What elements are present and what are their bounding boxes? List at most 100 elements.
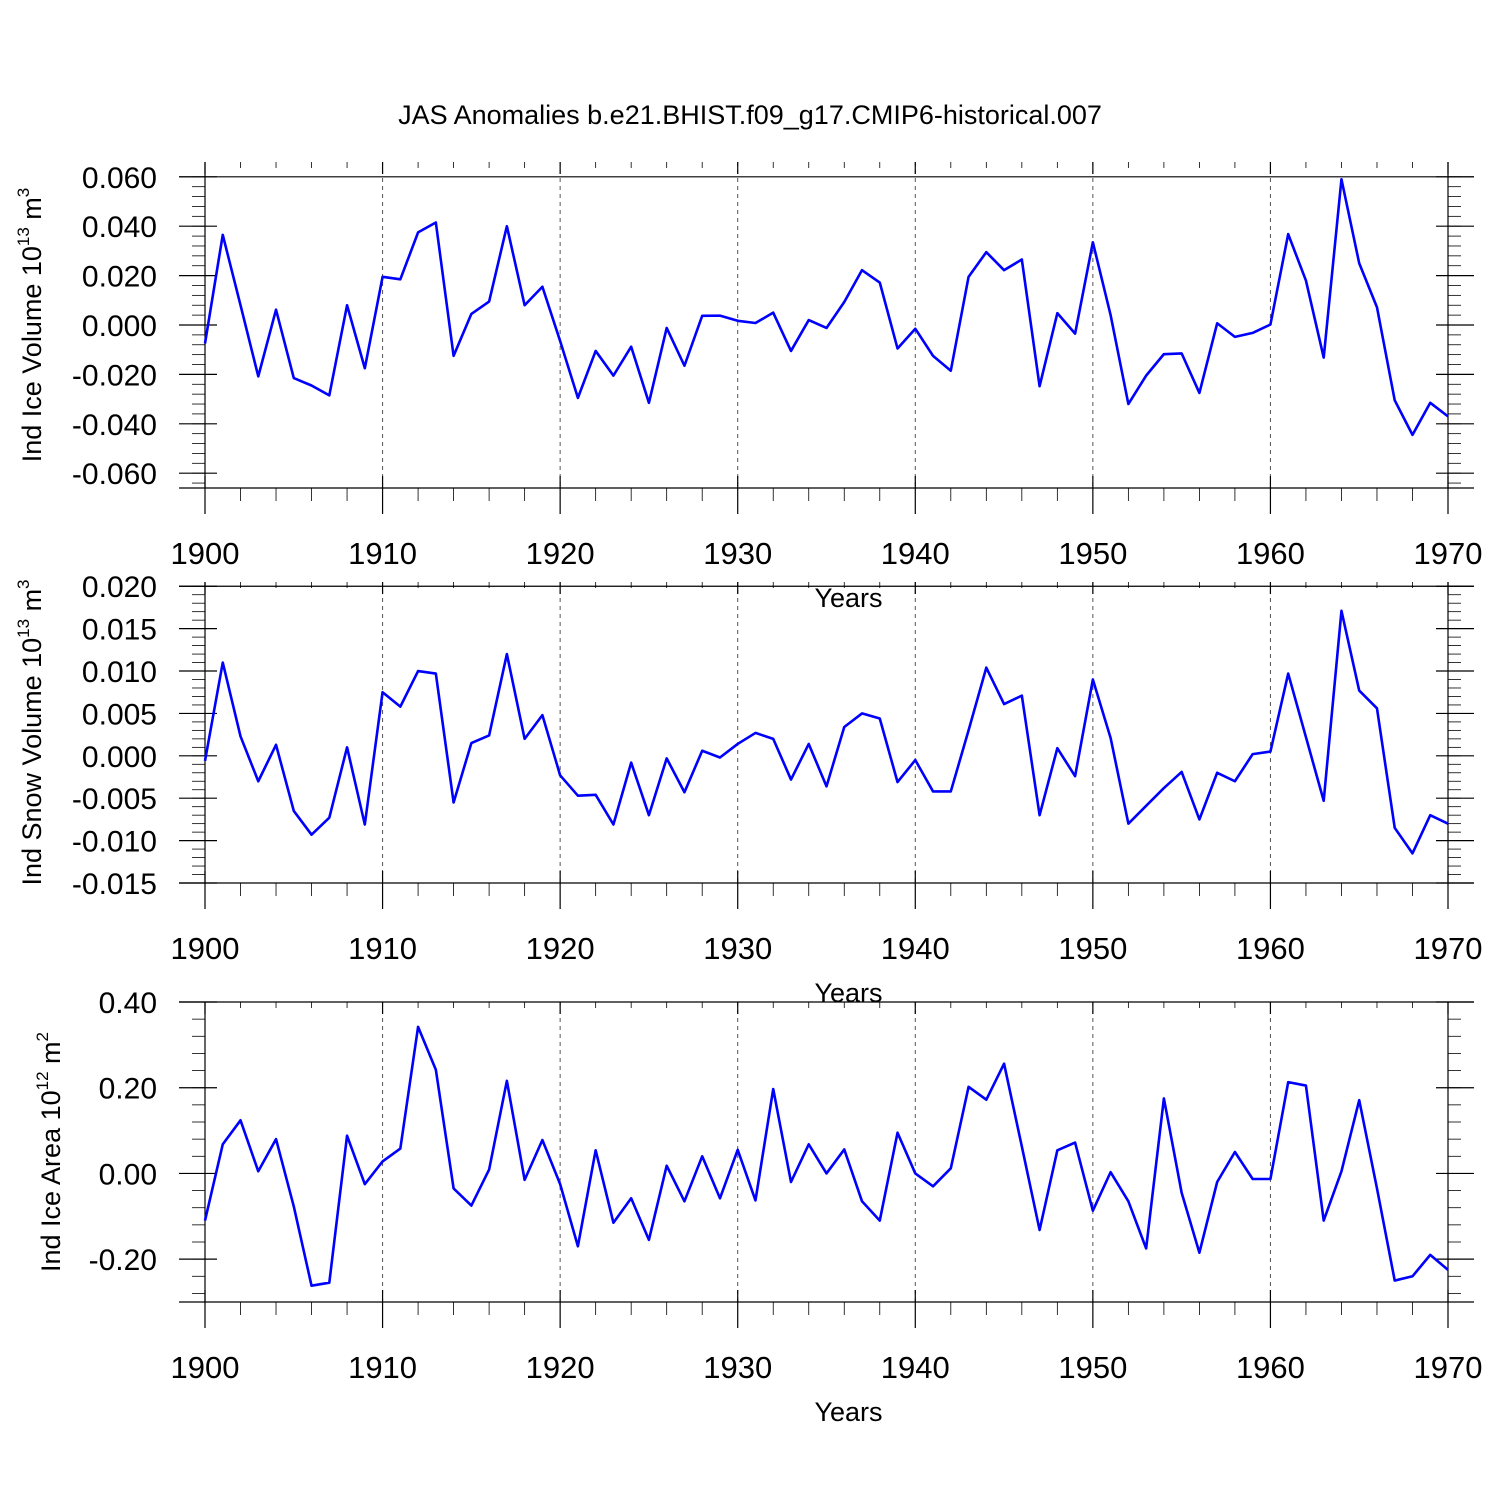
chart-panel-2: -0.015 -0.010 -0.005 0.000 0.005 0.010 0.015 0.… [14, 571, 1482, 1008]
y-tick-label: 0.000 [82, 310, 157, 343]
data-point [861, 269, 863, 271]
y-tick-label: -0.015 [72, 868, 157, 901]
data-point [1305, 1084, 1307, 1086]
data-point [204, 342, 206, 344]
data-point [506, 653, 508, 655]
y-label-exponent: 13 [14, 619, 33, 638]
data-point [1109, 1171, 1111, 1173]
data-point [1376, 707, 1378, 709]
data-point [808, 743, 810, 745]
data-point [1305, 736, 1307, 738]
data-point [257, 1170, 259, 1172]
y-label-unit-exponent: 3 [14, 188, 33, 197]
y-tick-label: 0.40 [99, 987, 157, 1020]
data-point [630, 1197, 632, 1199]
x-tick-label: 1900 [171, 931, 240, 966]
y-axis-label: Ind Ice Volume 1013 m3 [14, 188, 47, 463]
data-point [364, 823, 366, 825]
data-point [932, 1185, 934, 1187]
data-point [719, 756, 721, 758]
y-tick-label: 0.040 [82, 211, 157, 244]
data-point [1216, 772, 1218, 774]
data-point [985, 251, 987, 253]
data-point [790, 1181, 792, 1183]
data-point [879, 281, 881, 283]
data-point [754, 732, 756, 734]
data-point [435, 221, 437, 223]
data-point [665, 757, 667, 759]
x-tick-label: 1970 [1414, 1350, 1483, 1385]
x-axis-label: Years [814, 978, 882, 1008]
data-point [1269, 750, 1271, 752]
data-point [435, 1069, 437, 1071]
data-point [1021, 1145, 1023, 1147]
data-point [541, 1139, 543, 1141]
data-point [843, 726, 845, 728]
y-tick-label: 0.015 [82, 614, 157, 647]
data-point [1394, 1279, 1396, 1281]
x-tick-label: 1950 [1058, 536, 1127, 571]
y-tick-label: -0.040 [72, 409, 157, 442]
data-point [932, 355, 934, 357]
data-point [985, 1099, 987, 1101]
data-point [328, 1282, 330, 1284]
x-tick-label: 1970 [1414, 536, 1483, 571]
data-point [275, 744, 277, 746]
data-point [1234, 780, 1236, 782]
data-point [1003, 269, 1005, 271]
data-point [985, 666, 987, 668]
data-point [1234, 1151, 1236, 1153]
y-tick-label: -0.020 [72, 359, 157, 392]
data-point [1198, 818, 1200, 820]
data-point [470, 742, 472, 744]
data-point [488, 1168, 490, 1170]
data-point [1429, 1254, 1431, 1256]
data-point [488, 734, 490, 736]
data-point [523, 304, 525, 306]
data-point [1269, 1178, 1271, 1180]
data-point [1411, 434, 1413, 436]
x-tick-label: 1940 [881, 536, 950, 571]
data-point [967, 1086, 969, 1088]
data-point [1358, 1099, 1360, 1101]
data-point [1056, 1149, 1058, 1151]
y-tick-label: 0.020 [82, 261, 157, 294]
data-point [417, 231, 419, 233]
y-tick-label: 0.00 [99, 1158, 157, 1191]
data-point [417, 1026, 419, 1028]
data-point [1127, 822, 1129, 824]
data-point [950, 369, 952, 371]
data-point [577, 794, 579, 796]
y-label-unit: m [36, 1041, 66, 1071]
data-point [1323, 800, 1325, 802]
data-point [825, 785, 827, 787]
data-point [683, 791, 685, 793]
data-point [914, 1172, 916, 1174]
data-point [559, 1183, 561, 1185]
data-point [950, 1167, 952, 1169]
data-point [967, 729, 969, 731]
data-point [612, 1222, 614, 1224]
data-point [328, 817, 330, 819]
data-point [1323, 356, 1325, 358]
data-point [1180, 352, 1182, 354]
data-point [1003, 1063, 1005, 1065]
data-point [577, 1245, 579, 1247]
data-point [1305, 279, 1307, 281]
data-point [239, 304, 241, 306]
data-point [222, 661, 224, 663]
data-point [257, 375, 259, 377]
data-point [1163, 353, 1165, 355]
data-point [559, 340, 561, 342]
x-tick-label: 1960 [1236, 536, 1305, 571]
y-tick-label: 0.005 [82, 698, 157, 731]
x-tick-label: 1930 [703, 931, 772, 966]
y-tick-label: -0.005 [72, 783, 157, 816]
y-axis-label: Ind Snow Volume 1013 m3 [14, 579, 47, 885]
data-point [399, 705, 401, 707]
data-point [665, 1165, 667, 1167]
y-label-exponent: 12 [33, 1071, 52, 1090]
series-line [203, 609, 1449, 855]
series-line [203, 1025, 1449, 1288]
